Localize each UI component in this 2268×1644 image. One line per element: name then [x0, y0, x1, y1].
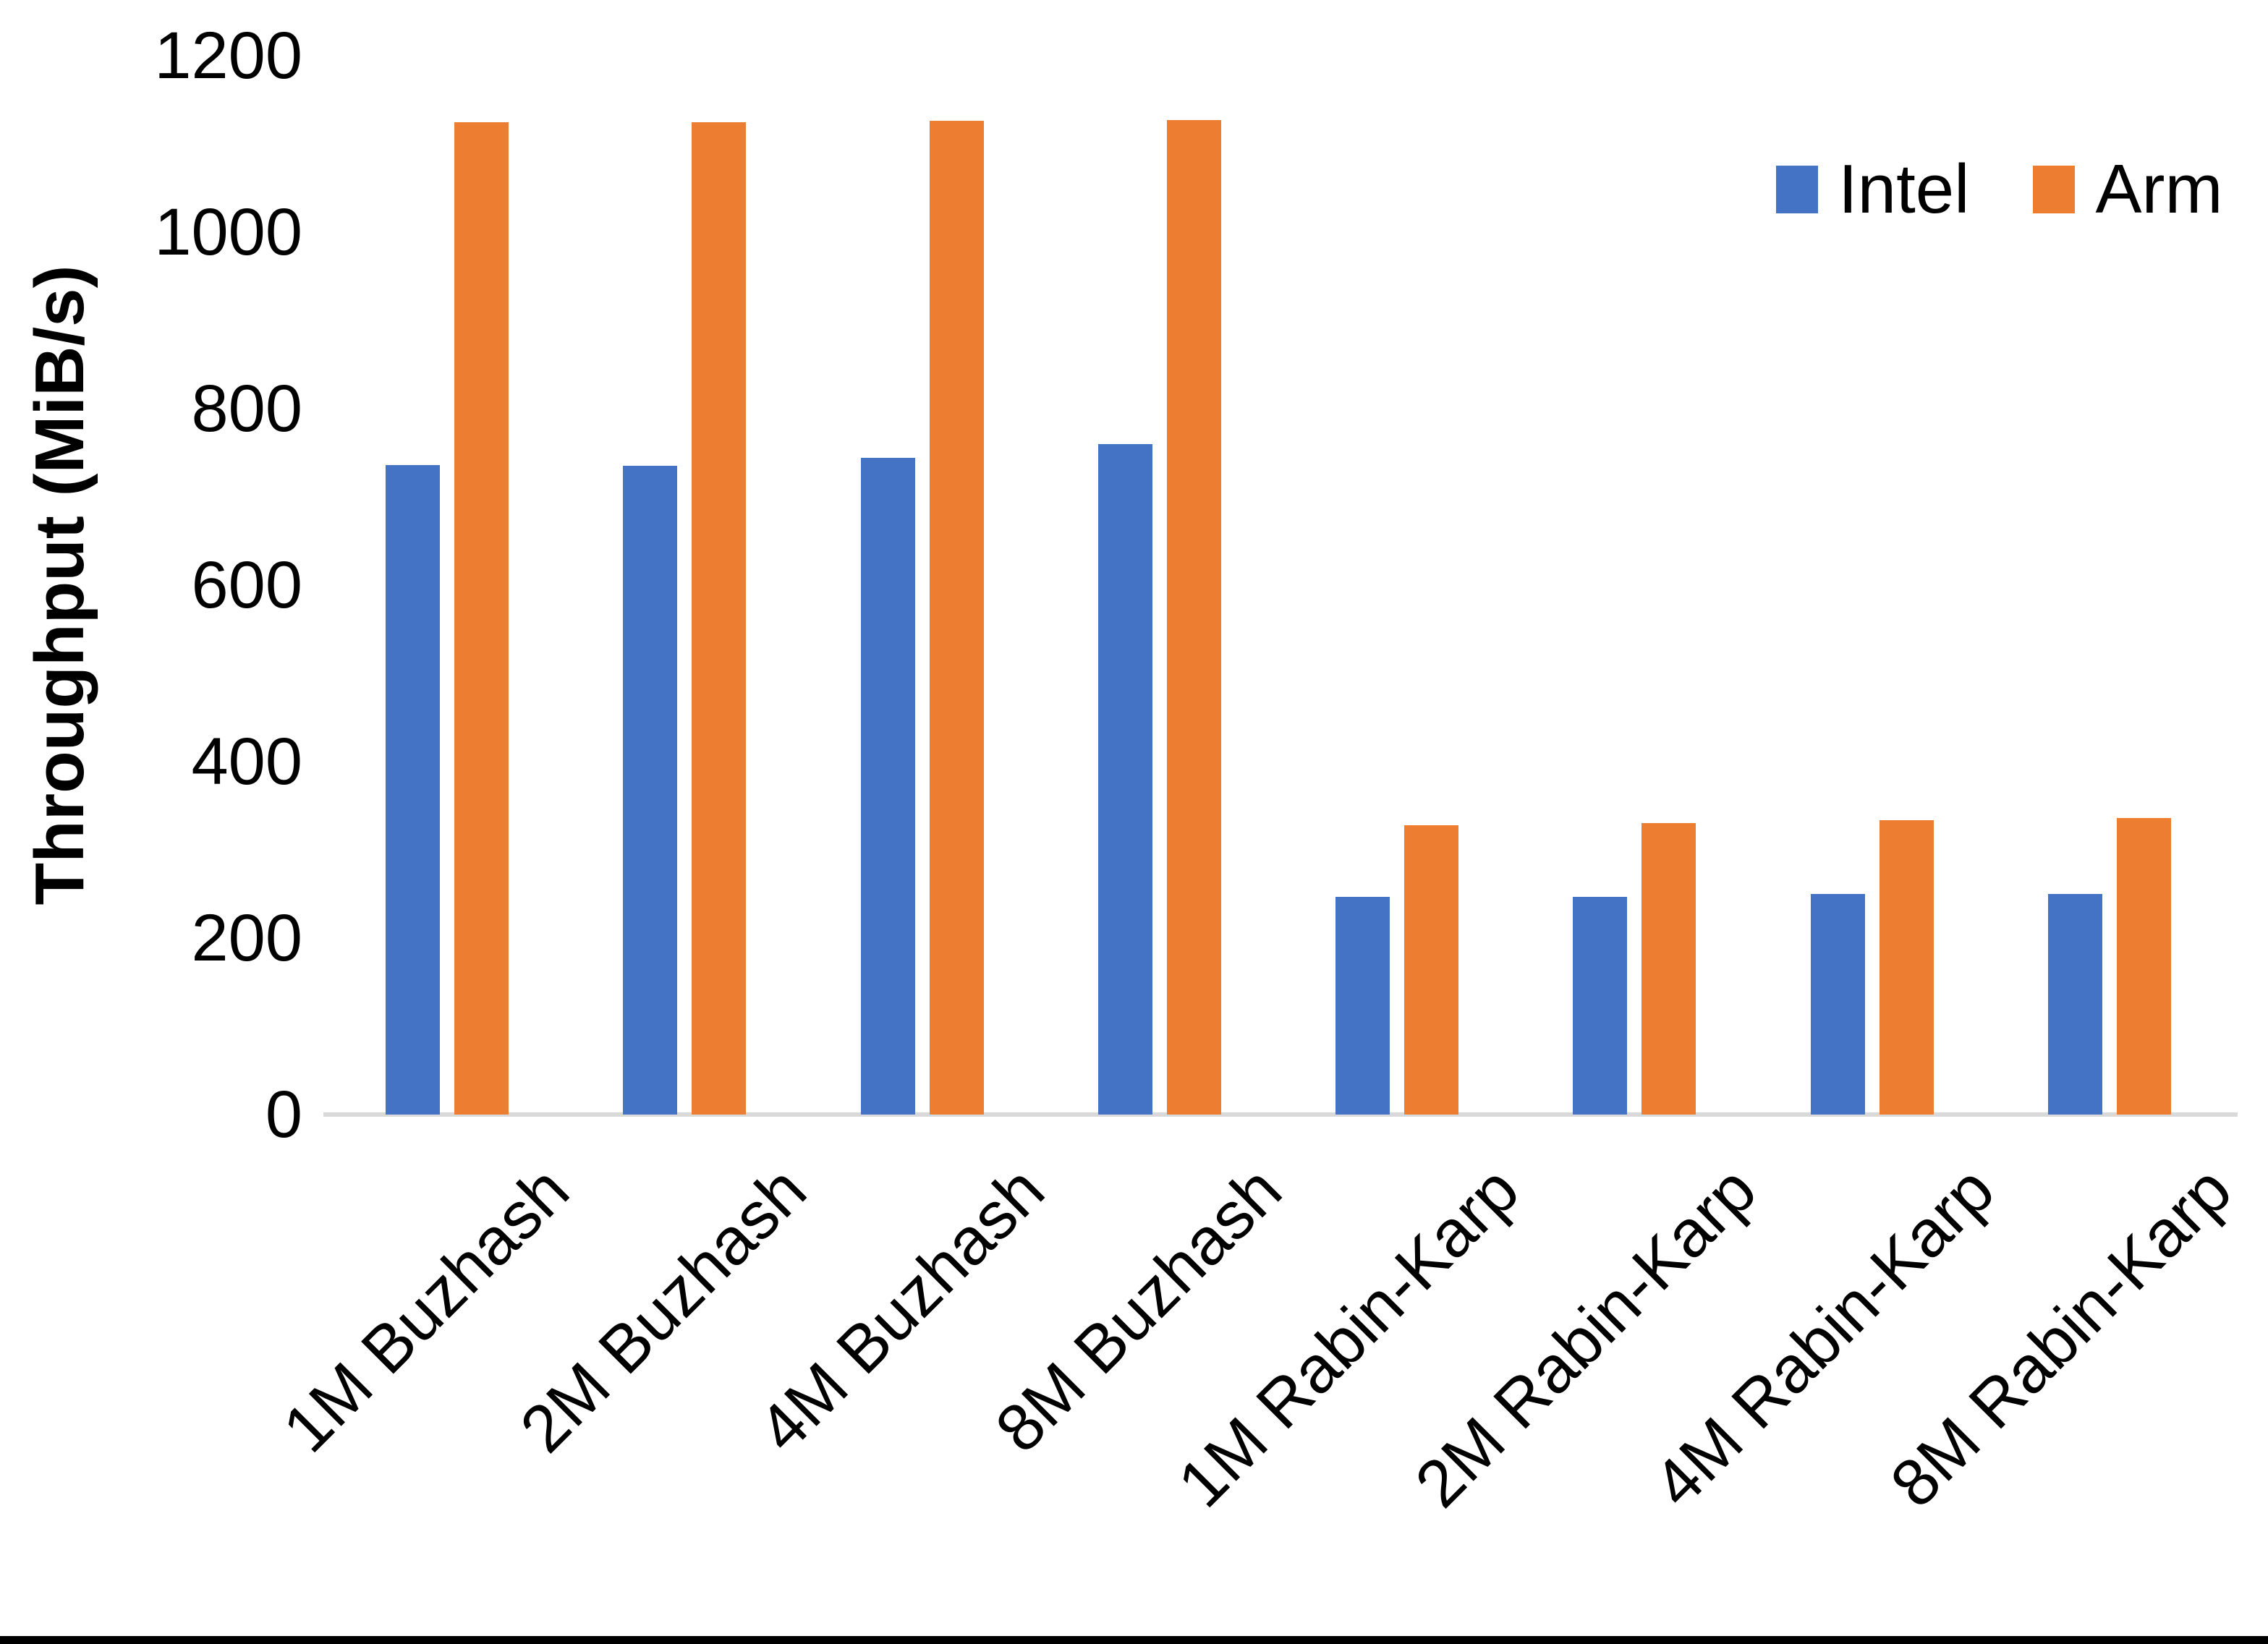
- legend-swatch-intel: [1776, 166, 1818, 213]
- bar-arm-8m-buzhash: [1166, 120, 1221, 1115]
- bar-arm-2m-rabin-karp: [1641, 823, 1696, 1115]
- legend-item-arm: Arm: [2033, 153, 2222, 226]
- y-tick-label: 800: [191, 372, 303, 446]
- y-tick-label: 0: [265, 1078, 302, 1151]
- bar-intel-2m-buzhash: [623, 466, 678, 1115]
- legend-label: Intel: [1838, 150, 1970, 228]
- y-tick-label: 1200: [154, 19, 302, 93]
- legend-swatch-arm: [2033, 166, 2076, 213]
- bar-arm-4m-buzhash: [929, 121, 984, 1115]
- legend: Intel Arm: [1776, 153, 2222, 226]
- bar-intel-4m-buzhash: [860, 458, 915, 1115]
- bar-arm-2m-buzhash: [692, 122, 747, 1115]
- bar-intel-1m-buzhash: [386, 465, 441, 1115]
- y-tick-label: 400: [191, 725, 303, 798]
- bottom-border-line: [0, 1636, 2268, 1644]
- y-tick-label: 600: [191, 548, 303, 622]
- y-tick-label: 1000: [154, 195, 302, 269]
- legend-label: Arm: [2095, 150, 2223, 228]
- plot-area: [328, 56, 2228, 1115]
- bar-intel-4m-rabin-karp: [1810, 894, 1865, 1115]
- bar-intel-2m-rabin-karp: [1573, 896, 1628, 1115]
- bar-arm-1m-buzhash: [454, 122, 509, 1115]
- bar-arm-8m-rabin-karp: [2116, 818, 2171, 1115]
- bar-intel-1m-rabin-karp: [1335, 896, 1390, 1115]
- x-axis-line: [323, 1112, 2238, 1117]
- y-tick-label: 200: [191, 901, 303, 975]
- bar-arm-4m-rabin-karp: [1879, 819, 1934, 1115]
- legend-item-intel: Intel: [1776, 153, 1969, 226]
- bar-arm-1m-rabin-karp: [1404, 825, 1459, 1115]
- bar-intel-8m-rabin-karp: [2047, 894, 2102, 1115]
- bar-intel-8m-buzhash: [1097, 443, 1152, 1115]
